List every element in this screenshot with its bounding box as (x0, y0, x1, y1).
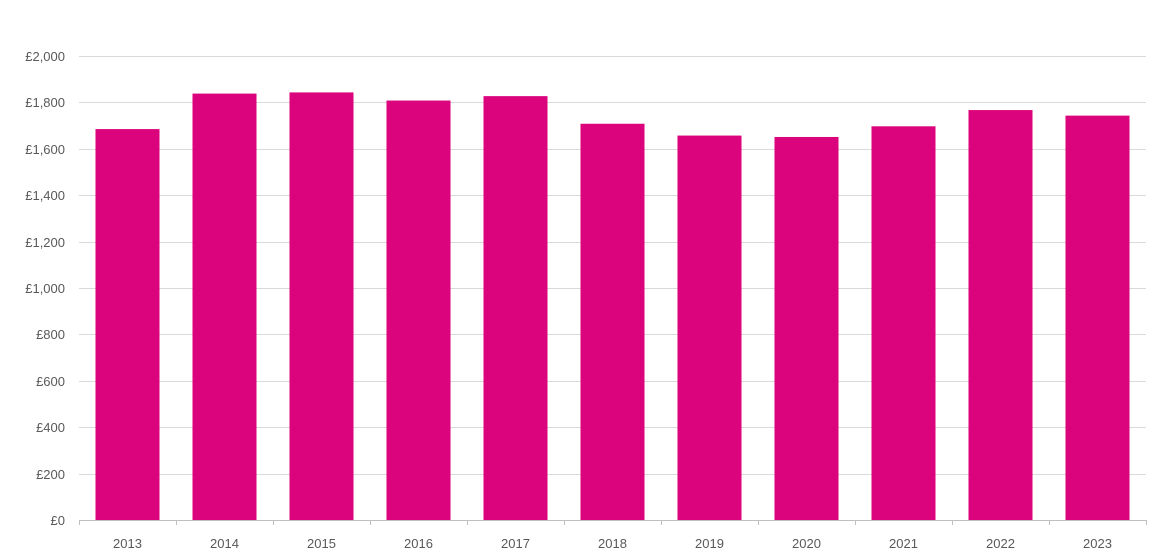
bar-2016 (386, 100, 451, 520)
x-tick-label: 2013 (113, 536, 142, 551)
bars (95, 92, 1130, 521)
y-tick-label: £1,800 (25, 95, 65, 110)
x-tick-label: 2016 (404, 536, 433, 551)
y-tick-label: £1,400 (25, 188, 65, 203)
x-tick-label: 2018 (598, 536, 627, 551)
bar-2018 (580, 123, 645, 520)
bar-2015 (289, 92, 354, 520)
x-axis-tick-labels: 2013 2014 2015 2016 2017 2018 2019 2020 2021 2022… (113, 536, 1112, 551)
bar-2023 (1065, 115, 1130, 521)
x-tick-label: 2019 (695, 536, 724, 551)
x-tick-label: 2017 (501, 536, 530, 551)
x-axis (79, 520, 1147, 525)
bar-2020 (774, 136, 839, 520)
y-tick-label: £800 (36, 327, 65, 342)
x-tick-label: 2014 (210, 536, 239, 551)
x-tick-label: 2021 (889, 536, 918, 551)
x-tick-label: 2015 (307, 536, 336, 551)
y-axis-tick-labels: £0 £200 £400 £600 £800 £1,000 £1,200 £1,400 £1,6… (25, 49, 65, 528)
y-tick-label: £0 (51, 513, 65, 528)
y-tick-label: £1,600 (25, 142, 65, 157)
bar-2022 (968, 110, 1033, 520)
y-tick-label: £600 (36, 374, 65, 389)
y-tick-label: £400 (36, 420, 65, 435)
x-tick-label: 2022 (986, 536, 1015, 551)
bar-2017 (483, 96, 548, 521)
y-tick-label: £200 (36, 467, 65, 482)
x-tick-label: 2023 (1083, 536, 1112, 551)
bar-2019 (677, 135, 742, 521)
bar-2014 (192, 93, 257, 521)
bar-2013 (95, 129, 160, 520)
y-tick-label: £1,000 (25, 281, 65, 296)
bar-2021 (871, 126, 936, 521)
x-tick-label: 2020 (792, 536, 821, 551)
y-tick-label: £2,000 (25, 49, 65, 64)
y-tick-label: £1,200 (25, 235, 65, 250)
